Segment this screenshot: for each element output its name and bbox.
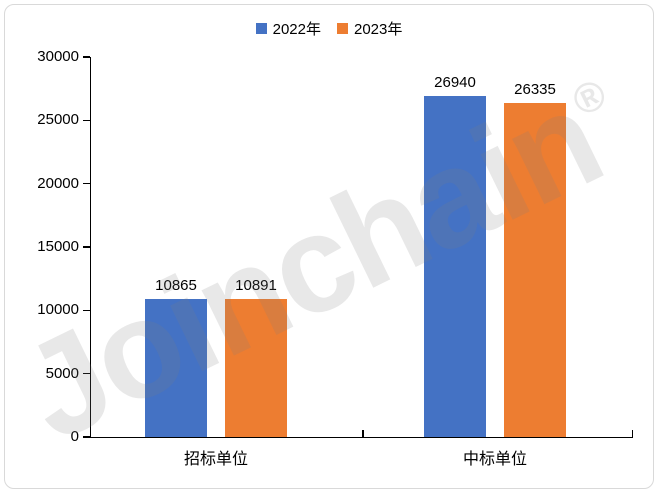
legend-label-2023: 2023年 — [354, 21, 403, 38]
y-axis-tick — [82, 436, 90, 438]
chart-legend: 2022年 2023年 — [0, 18, 658, 39]
bar-value-label: 26335 — [514, 81, 556, 99]
y-axis-tick — [82, 119, 90, 122]
bar-value-label: 10865 — [155, 277, 197, 295]
bar-series1-cat1 — [145, 299, 207, 437]
bar-value-label: 26940 — [434, 73, 476, 91]
legend-item-2023: 2023年 — [337, 18, 402, 39]
plot-area: 0 5000 10000 15000 20000 25000 30000 招标单位 10865 1… — [37, 48, 633, 468]
y-axis-label: 10000 — [37, 301, 79, 319]
legend-swatch-2023-icon — [337, 23, 348, 34]
y-axis-label: 30000 — [37, 48, 79, 65]
x-axis-category-label: 招标单位 — [183, 451, 248, 468]
y-axis-tick — [82, 56, 90, 58]
y-axis-tick — [82, 182, 90, 185]
legend-label-2022: 2022年 — [272, 21, 321, 38]
y-axis-tick — [82, 246, 90, 248]
x-axis-tick — [631, 430, 633, 437]
bar-value-label: 10891 — [235, 277, 277, 295]
y-axis-label: 25000 — [37, 111, 79, 129]
bar-series2-cat2 — [504, 103, 566, 437]
y-axis-tick — [82, 372, 90, 375]
legend-swatch-2022-icon — [255, 23, 267, 34]
x-axis-category-label: 中标单位 — [462, 451, 527, 468]
y-axis-label: 15000 — [37, 238, 79, 255]
y-axis-label: 0 — [70, 428, 79, 445]
legend-item-2022: 2022年 — [255, 18, 321, 39]
y-axis-label: 5000 — [45, 364, 79, 382]
bar-series2-cat1 — [225, 299, 287, 437]
y-axis-tick — [82, 309, 90, 312]
y-axis-label: 20000 — [37, 174, 79, 192]
x-axis-tick — [362, 430, 364, 437]
bar-series1-cat2 — [424, 95, 486, 437]
